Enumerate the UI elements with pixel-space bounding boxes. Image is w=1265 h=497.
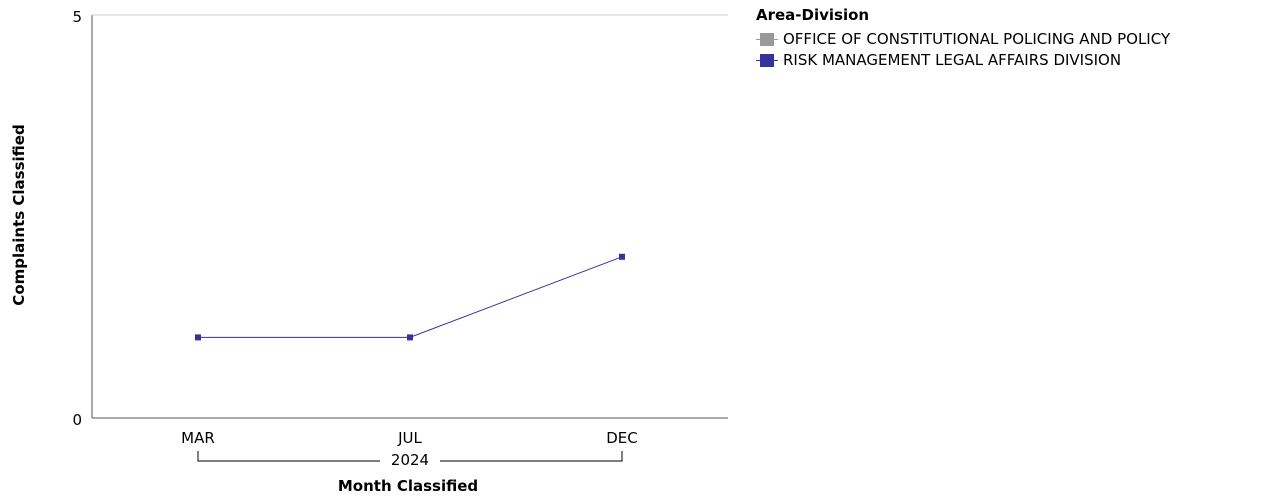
- x-tick-label-dec: DEC: [606, 429, 638, 447]
- x-tick-label-jul: JUL: [397, 429, 422, 447]
- year-group-bracket: 2024: [197, 451, 623, 469]
- legend-swatch: [760, 54, 774, 67]
- year-bracket-right-line: [440, 451, 623, 462]
- legend-title: Area-Division: [756, 6, 870, 24]
- year-group-label: 2024: [391, 451, 429, 469]
- legend-item-office-constitutional-policing[interactable]: OFFICE OF CONSTITUTIONAL POLICING AND PO…: [756, 29, 1170, 50]
- x-axis-title: Month Classified: [338, 477, 478, 495]
- x-tick-label-mar: MAR: [181, 429, 215, 447]
- y-tick-label-min: 0: [72, 411, 82, 429]
- data-point-marker[interactable]: [619, 253, 625, 260]
- plot-area: [91, 14, 728, 419]
- legend-item-risk-management-legal-affairs[interactable]: RISK MANAGEMENT LEGAL AFFAIRS DIVISION: [756, 50, 1170, 71]
- data-point-marker[interactable]: [407, 334, 413, 341]
- y-axis-title: Complaints Classified: [10, 124, 28, 305]
- legend-label: OFFICE OF CONSTITUTIONAL POLICING AND PO…: [783, 30, 1171, 48]
- legend-label: RISK MANAGEMENT LEGAL AFFAIRS DIVISION: [783, 51, 1122, 69]
- series-layer: [195, 253, 625, 341]
- legend-swatch: [760, 33, 774, 46]
- data-point-marker[interactable]: [195, 334, 201, 341]
- y-tick-label-max: 5: [72, 8, 82, 26]
- legend: Area-Division OFFICE OF CONSTITUTIONAL P…: [756, 6, 1170, 71]
- x-tick-labels: MAR JUL DEC: [181, 429, 638, 447]
- series-line-1: [198, 256, 623, 338]
- year-bracket-left-line: [197, 451, 380, 462]
